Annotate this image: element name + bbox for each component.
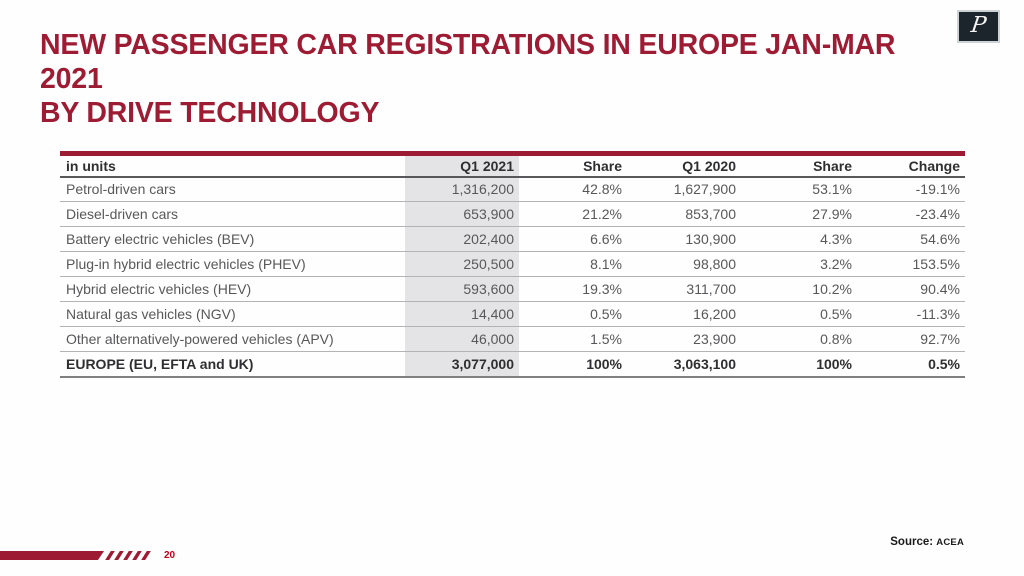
table-row: Petrol-driven cars 1,316,200 42.8% 1,627,90…: [60, 176, 965, 202]
table-cell-change: 54.6%: [857, 226, 965, 252]
table-cell-label: Hybrid electric vehicles (HEV): [60, 276, 405, 302]
table-cell-q1_2021: 1,316,200: [405, 176, 519, 202]
table-cell-change: 0.5%: [857, 351, 965, 378]
table-cell-share_2021: 100%: [519, 351, 627, 378]
col-header-q1-2021: Q1 2021: [405, 153, 519, 178]
hatch-stripe: [123, 551, 133, 560]
slide-title-line2: BY DRIVE TECHNOLOGY: [40, 97, 380, 129]
table-cell-q1_2021: 250,500: [405, 251, 519, 277]
table-cell-q1_2021: 202,400: [405, 226, 519, 252]
table-cell-share_2021: 6.6%: [519, 226, 627, 252]
col-header-q1-2020: Q1 2020: [627, 153, 741, 178]
table-cell-share_2021: 19.3%: [519, 276, 627, 302]
table-cell-share_2020: 3.2%: [741, 251, 857, 277]
table-cell-share_2020: 0.5%: [741, 301, 857, 327]
col-header-in-units: in units: [60, 153, 405, 178]
table-cell-share_2020: 10.2%: [741, 276, 857, 302]
table-cell-share_2021: 8.1%: [519, 251, 627, 277]
table-cell-q1_2021: 3,077,000: [405, 351, 519, 378]
table-cell-share_2020: 53.1%: [741, 176, 857, 202]
table-cell-share_2020: 100%: [741, 351, 857, 378]
table-header-row: in units Q1 2021 Share Q1 2020 Share Cha…: [60, 153, 965, 178]
table-cell-q1_2021: 593,600: [405, 276, 519, 302]
registrations-table: in units Q1 2021 Share Q1 2020 Share Cha…: [60, 151, 965, 378]
table-cell-q1_2020: 853,700: [627, 201, 741, 227]
hatch-stripe: [114, 551, 124, 560]
table-cell-share_2021: 42.8%: [519, 176, 627, 202]
hatch-stripe: [141, 551, 151, 560]
col-header-change: Change: [857, 153, 965, 178]
registrations-table-container: in units Q1 2021 Share Q1 2020 Share Cha…: [60, 151, 965, 378]
source-label: Source:: [890, 536, 934, 548]
table-cell-change: -19.1%: [857, 176, 965, 202]
table-cell-q1_2021: 14,400: [405, 301, 519, 327]
source-value: ACEA: [936, 537, 964, 548]
table-cell-q1_2020: 16,200: [627, 301, 741, 327]
table-cell-share_2021: 21.2%: [519, 201, 627, 227]
table-cell-share_2021: 0.5%: [519, 301, 627, 327]
table-cell-q1_2020: 3,063,100: [627, 351, 741, 378]
source-note: Source: ACEA: [890, 536, 964, 548]
table-cell-q1_2021: 46,000: [405, 326, 519, 352]
table-cell-change: 92.7%: [857, 326, 965, 352]
table-row: Hybrid electric vehicles (HEV) 593,600 19.…: [60, 276, 965, 302]
table-cell-q1_2021: 653,900: [405, 201, 519, 227]
col-header-share-2021: Share: [519, 153, 627, 178]
table-cell-q1_2020: 23,900: [627, 326, 741, 352]
table-total-row: EUROPE (EU, EFTA and UK) 3,077,000 100% 3,0…: [60, 351, 965, 378]
slide-title: NEW PASSENGER CAR REGISTRATIONS IN EUROP…: [40, 28, 950, 130]
table-cell-label: Battery electric vehicles (BEV): [60, 226, 405, 252]
footer-accent-bar: [0, 551, 104, 560]
table-cell-change: 153.5%: [857, 251, 965, 277]
table-cell-label: Plug-in hybrid electric vehicles (PHEV): [60, 251, 405, 277]
table-cell-q1_2020: 311,700: [627, 276, 741, 302]
table-cell-change: 90.4%: [857, 276, 965, 302]
table-row: Battery electric vehicles (BEV) 202,400 6.…: [60, 226, 965, 252]
table-cell-q1_2020: 1,627,900: [627, 176, 741, 202]
table-cell-share_2020: 4.3%: [741, 226, 857, 252]
table-cell-label: EUROPE (EU, EFTA and UK): [60, 351, 405, 378]
table-cell-share_2020: 27.9%: [741, 201, 857, 227]
table-cell-label: Petrol-driven cars: [60, 176, 405, 202]
table-row: Diesel-driven cars 653,900 21.2% 853,700 27.…: [60, 201, 965, 227]
company-logo: P: [957, 10, 1000, 43]
table-row: Natural gas vehicles (NGV) 14,400 0.5% 16,2…: [60, 301, 965, 327]
col-header-share-2020: Share: [741, 153, 857, 178]
slide-title-line1: NEW PASSENGER CAR REGISTRATIONS IN EUROP…: [40, 29, 896, 95]
table-cell-change: -11.3%: [857, 301, 965, 327]
logo-p-icon: P: [969, 12, 988, 38]
table-cell-label: Diesel-driven cars: [60, 201, 405, 227]
footer-hatch-stripes: [105, 551, 151, 560]
hatch-stripe: [105, 551, 115, 560]
table-row: Other alternatively-powered vehicles (AP…: [60, 326, 965, 352]
table-cell-label: Natural gas vehicles (NGV): [60, 301, 405, 327]
table-cell-change: -23.4%: [857, 201, 965, 227]
table-row: Plug-in hybrid electric vehicles (PHEV) 2…: [60, 251, 965, 277]
page-number: 20: [164, 550, 176, 561]
table-cell-share_2020: 0.8%: [741, 326, 857, 352]
table-cell-share_2021: 1.5%: [519, 326, 627, 352]
hatch-stripe: [132, 551, 142, 560]
table-cell-q1_2020: 98,800: [627, 251, 741, 277]
table-cell-label: Other alternatively-powered vehicles (AP…: [60, 326, 405, 352]
table-cell-q1_2020: 130,900: [627, 226, 741, 252]
